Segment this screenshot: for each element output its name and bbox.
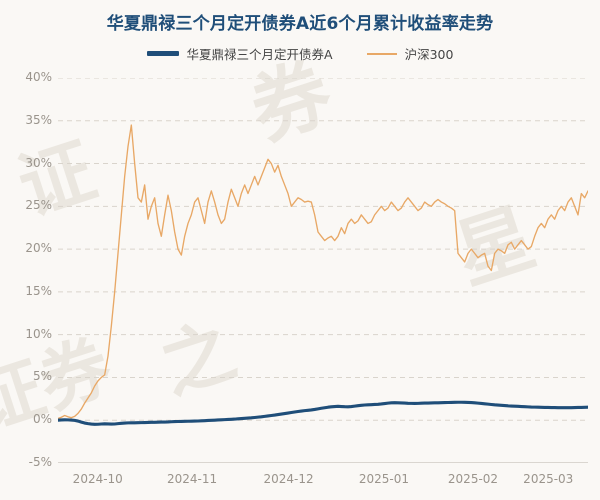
fund-line-swatch-icon [146,51,179,56]
series-line-index [58,124,588,420]
y-axis-tick-label: 25% [25,198,52,213]
y-axis-labels: 40% 35% 30% 25% 20% 15% 10% 5% 0% -5% [0,0,52,500]
legend-item-index[interactable]: 沪深300 [366,44,454,63]
x-axis-tick-label: 2025-03 [523,472,574,486]
y-axis-tick-label: 35% [25,112,52,127]
legend-item-fund[interactable]: 华夏鼎禄三个月定开债券A [146,44,333,63]
x-axis-tick-label: 2025-02 [447,472,499,486]
y-axis-tick-label: 30% [25,155,52,170]
chart-title: 华夏鼎禄三个月定开债券A近6个月累计收益率走势 [106,14,494,34]
legend-label-index: 沪深300 [404,47,454,62]
plot-area [58,78,588,463]
y-axis-tick-label: 10% [25,326,52,341]
y-axis-tick-label: 0% [32,412,52,427]
chart-legend: 华夏鼎禄三个月定开债券A 沪深300 [0,44,600,63]
y-axis-tick-label: 15% [25,283,52,298]
y-axis-tick-label: 40% [25,70,52,84]
x-axis-tick-label: 2025-01 [358,472,410,486]
x-axis-tick-label: 2024-11 [167,472,218,486]
y-axis-tick-label: -5% [28,455,52,469]
x-axis-tick-label: 2024-12 [263,472,314,486]
series-line-fund [58,400,588,426]
legend-label-fund: 华夏鼎禄三个月定开债券A [186,47,333,62]
y-axis-tick-label: 5% [32,369,52,384]
y-axis-tick-label: 20% [25,241,52,256]
chart-canvas [58,78,588,463]
gridlines [58,78,588,463]
x-axis-tick-label: 2024-10 [72,472,123,486]
index-line-swatch-icon [366,52,397,55]
